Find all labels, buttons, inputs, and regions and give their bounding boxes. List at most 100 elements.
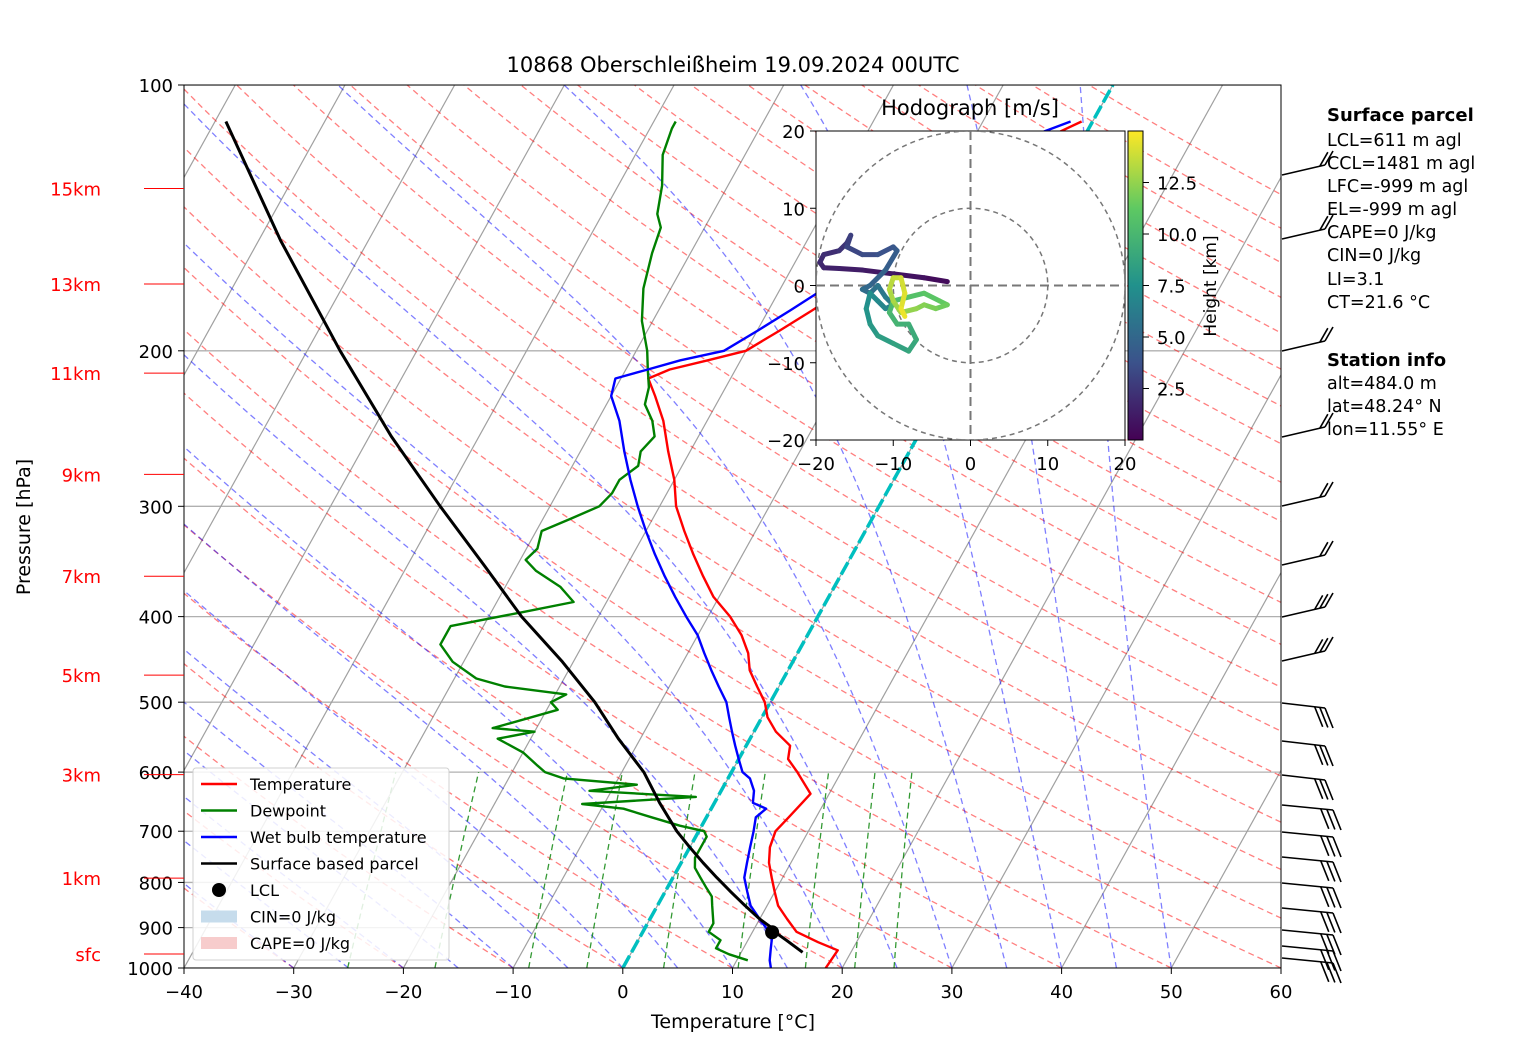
isotherm-line xyxy=(184,85,346,377)
wind-barb-flag xyxy=(1326,809,1336,830)
moist-adiabat-line xyxy=(184,589,624,968)
hodograph-x-tick-label: −20 xyxy=(797,454,835,475)
series-line-temperature xyxy=(647,120,1083,968)
lcl-marker xyxy=(765,925,780,940)
legend-swatch xyxy=(212,883,226,897)
wind-barb-flag xyxy=(1313,639,1324,654)
wind-barb-flag xyxy=(1319,541,1329,557)
hodograph-title: Hodograph [m/s] xyxy=(881,96,1059,120)
dry-adiabat-line xyxy=(520,85,1281,563)
wind-barb-flag xyxy=(1319,637,1329,653)
isotherm-line xyxy=(1061,571,1281,968)
mixing-ratio-line xyxy=(737,772,766,968)
series-line-wet-bulb-temperature xyxy=(610,120,1072,968)
height-labels: 15km 13km 11km 9km 7km 5km 3km 1km sfc xyxy=(50,180,184,966)
wind-barb xyxy=(1281,554,1326,566)
wind-barb-flag xyxy=(1324,150,1334,166)
surface-parcel-panel: Surface parcel LCL=611 m agl CCL=1481 m … xyxy=(1327,105,1475,313)
wind-barb-flag xyxy=(1326,836,1336,857)
hodograph-segment xyxy=(875,333,896,346)
profile-lines xyxy=(224,120,1083,968)
moist-adiabat-line xyxy=(184,648,569,968)
hodograph-segment xyxy=(867,267,889,288)
hodograph-segment xyxy=(898,290,908,312)
legend-label: Wet bulb temperature xyxy=(250,828,427,847)
y-axis-ticks: 100 200 300 400 500 600 700 800 900 1000 xyxy=(127,76,184,980)
surface-parcel-line: LI=3.1 xyxy=(1327,270,1384,290)
hodograph-segment xyxy=(875,244,896,258)
moist-adiabat-line xyxy=(563,85,1008,968)
wind-barb-flag xyxy=(1332,912,1342,934)
mixing-ratio-line xyxy=(662,771,696,968)
height-label: 3km xyxy=(62,766,101,787)
surface-parcel-line: CCL=1481 m agl xyxy=(1327,154,1475,174)
station-info-line: lon=11.55° E xyxy=(1327,420,1444,440)
hodograph-segment xyxy=(906,321,919,343)
wind-barb-flag xyxy=(1320,949,1330,971)
station-info-line: alt=484.0 m xyxy=(1327,374,1437,394)
hodograph-segment xyxy=(821,265,842,272)
wind-barb xyxy=(1281,882,1334,889)
x-tick-label: 10 xyxy=(721,982,744,1003)
x-tick-label: 60 xyxy=(1270,982,1293,1003)
wind-barb-flag xyxy=(1332,809,1342,831)
hodograph-segment xyxy=(890,271,927,281)
series-line-surface-based-parcel xyxy=(224,120,804,954)
legend-box xyxy=(192,767,450,961)
chart-title: 10868 Oberschleißheim 19.09.2024 00UTC xyxy=(507,53,960,77)
wind-barb-flag xyxy=(1313,778,1324,800)
wind-barb-flag xyxy=(1332,861,1342,883)
wind-barb-flag xyxy=(1324,481,1334,497)
legend-label: CIN=0 J/kg xyxy=(250,908,336,927)
surface-parcel-line: CT=21.6 °C xyxy=(1327,293,1430,313)
wind-barb-flag xyxy=(1324,540,1334,556)
colorbar-tick-label: 7.5 xyxy=(1157,277,1186,298)
wind-barb xyxy=(1281,957,1334,964)
y-tick-label: 200 xyxy=(139,342,173,363)
hodograph-y-tick-label: 20 xyxy=(782,122,805,143)
wind-barb-flag xyxy=(1324,326,1334,342)
surface-parcel-heading: Surface parcel xyxy=(1327,105,1474,126)
wind-barb-flag xyxy=(1326,950,1336,971)
dry-adiabat-line xyxy=(293,85,1281,732)
moist-adiabat-line xyxy=(184,523,679,968)
hodograph-segment xyxy=(859,267,896,277)
height-label: 5km xyxy=(62,666,101,687)
hodograph-track xyxy=(817,232,950,354)
mixing-ratio-line xyxy=(854,772,876,968)
wind-barb-flag xyxy=(1320,911,1330,933)
hodograph-inset: Hodograph [m/s] −20−20 −10 −10 0 0 10 10 20 20 2… xyxy=(767,96,1221,475)
x-tick-label: 0 xyxy=(617,982,628,1003)
wind-barb xyxy=(1281,804,1334,811)
wind-barb-flag xyxy=(1320,860,1330,882)
x-tick-label: 40 xyxy=(1050,982,1073,1003)
wind-barb xyxy=(1281,426,1326,438)
height-label: 7km xyxy=(62,567,101,588)
height-label: 13km xyxy=(50,275,101,296)
surface-parcel-line: LFC=-999 m agl xyxy=(1327,177,1468,197)
wind-barb-flag xyxy=(1332,950,1342,972)
y-tick-label: 100 xyxy=(139,76,173,97)
wind-barb-flag xyxy=(1324,745,1334,767)
station-info-panel: Station info alt=484.0 m lat=48.24° N lo… xyxy=(1327,350,1446,440)
legend: Temperature Dewpoint Wet bulb temperature S… xyxy=(192,767,450,961)
wind-barb-flag xyxy=(1320,808,1330,830)
y-tick-label: 700 xyxy=(139,822,173,843)
wind-barb-flag xyxy=(1324,592,1334,608)
x-tick-label: −40 xyxy=(165,982,203,1003)
dry-adiabat-line xyxy=(236,85,1281,777)
station-info-heading: Station info xyxy=(1327,350,1446,371)
mixing-ratio-lines xyxy=(346,771,913,968)
dry-adiabat-line xyxy=(184,457,953,968)
hodograph-y-tick-label: −10 xyxy=(767,354,805,375)
y-tick-label: 800 xyxy=(139,873,173,894)
wind-barb-flag xyxy=(1319,745,1329,766)
height-label: 11km xyxy=(50,364,101,385)
colorbar-ticks: 2.5 5.0 7.5 10.0 12.5 xyxy=(1143,174,1197,401)
y-tick-label: 600 xyxy=(139,763,173,784)
isotherm-line xyxy=(951,373,1281,968)
hodograph-x-tick-label: 10 xyxy=(1036,454,1059,475)
dry-adiabat-line xyxy=(184,592,733,968)
wind-barb xyxy=(1281,650,1326,662)
